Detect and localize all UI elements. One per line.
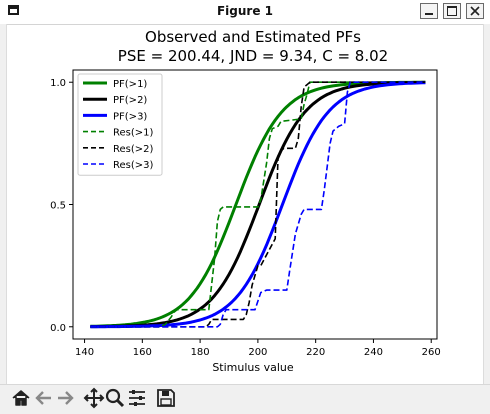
x-tick-label: 240: [364, 347, 383, 358]
y-tick-label: 0.5: [50, 201, 66, 212]
legend-entry: PF(>2): [113, 95, 147, 106]
x-tick-label: 140: [75, 347, 94, 358]
x-tick-label: 200: [248, 347, 267, 358]
x-axis-label: Stimulus value: [212, 361, 294, 374]
minimize-button[interactable]: [420, 3, 438, 19]
window-title: Figure 1: [216, 4, 274, 18]
background-window-edge-left: [0, 24, 7, 384]
psychometric-function-chart: Observed and Estimated PFs PSE = 200.44,…: [50, 28, 441, 374]
save-floppy-icon[interactable]: [155, 387, 177, 409]
window-app-icon: [8, 5, 19, 15]
x-tick-label: 180: [191, 347, 210, 358]
zoom-magnifier-icon[interactable]: [104, 387, 126, 409]
figure-canvas[interactable]: Observed and Estimated PFs PSE = 200.44,…: [6, 24, 484, 384]
series-line-res-1-: [90, 81, 426, 328]
window-titlebar: Figure 1: [0, 0, 490, 25]
legend-entry: PF(>3): [113, 111, 147, 122]
x-tick-label: 220: [306, 347, 325, 358]
y-tick-label: 1.0: [50, 78, 66, 89]
y-tick-label: 0.0: [50, 323, 66, 334]
legend-entry: Res(>2): [113, 144, 154, 155]
navigation-toolbar: [0, 384, 490, 414]
home-icon[interactable]: [10, 387, 32, 409]
configure-subplots-icon[interactable]: [126, 387, 148, 409]
background-window-edge-right: [483, 24, 490, 384]
forward-arrow-icon[interactable]: [54, 387, 76, 409]
series-line-res-2-: [90, 81, 426, 328]
x-tick-label: 260: [422, 347, 441, 358]
back-arrow-icon[interactable]: [33, 387, 55, 409]
series-line-res-3-: [90, 81, 426, 328]
close-button[interactable]: [466, 3, 484, 19]
legend-entry: Res(>3): [113, 160, 154, 171]
legend-entry: Res(>1): [113, 128, 154, 139]
maximize-button[interactable]: [443, 3, 461, 19]
legend-entry: PF(>1): [113, 79, 147, 90]
pan-move-icon[interactable]: [83, 387, 105, 409]
chart-subtitle: PSE = 200.44, JND = 9.34, C = 8.02: [118, 47, 388, 65]
x-tick-label: 160: [133, 347, 152, 358]
chart-title: Observed and Estimated PFs: [145, 28, 361, 46]
